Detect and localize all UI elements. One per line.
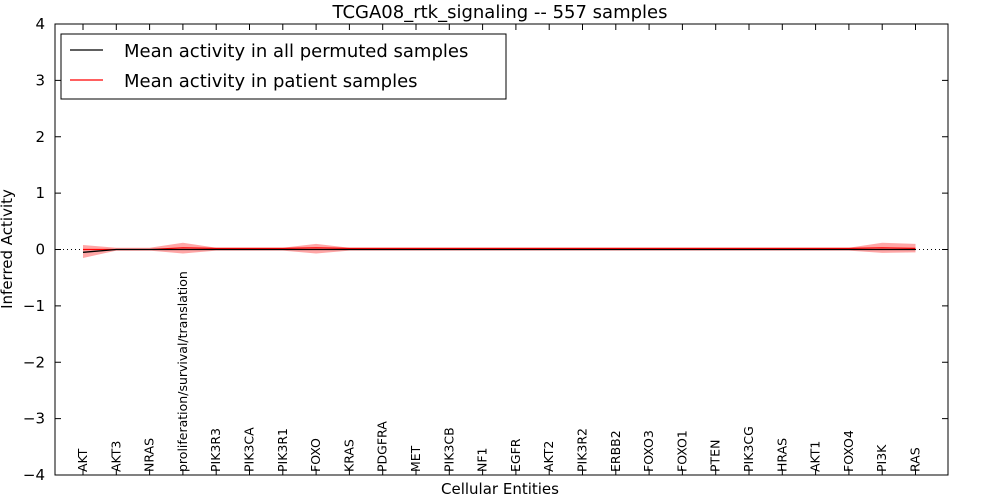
y-tick-label: −4 — [23, 466, 45, 484]
x-axis: AKT AKT3 NRAS proliferation/survival/transl… — [75, 24, 923, 475]
x-category-label: PIK3CA — [242, 427, 257, 472]
x-category-label: PIK3R3 — [208, 428, 223, 472]
legend-label-permuted: Mean activity in all permuted samples — [124, 41, 468, 62]
chart-title: TCGA08_rtk_signaling -- 557 samples — [332, 2, 668, 23]
y-tick-label: −1 — [23, 297, 45, 315]
series-line-permuted — [82, 248, 916, 253]
x-category-label: MET — [408, 445, 423, 472]
y-tick-label: 0 — [35, 241, 45, 259]
x-category-label: FOXO4 — [841, 430, 856, 472]
x-category-label: NRAS — [142, 438, 157, 472]
x-category-label: PDGFRA — [375, 421, 390, 472]
legend-box — [60, 33, 507, 100]
x-category-label: PIK3CG — [741, 426, 756, 472]
x-axis-label: Cellular Entities — [441, 480, 559, 498]
x-category-label: FOXO1 — [674, 430, 689, 472]
x-category-label: NF1 — [475, 448, 490, 473]
x-category-label: PTEN — [708, 440, 723, 472]
x-category-label: PIK3R2 — [575, 428, 590, 472]
y-tick-label: 1 — [35, 184, 45, 202]
x-category-label: FOXO — [308, 438, 323, 472]
y-axis-label: Inferred Activity — [0, 189, 16, 309]
x-category-label: proliferation/survival/translation — [175, 271, 190, 472]
legend-label-patient: Mean activity in patient samples — [124, 71, 418, 92]
x-category-label: AKT2 — [541, 441, 556, 472]
y-tick-label: −3 — [23, 410, 45, 428]
y-tick-label: −2 — [23, 353, 45, 371]
x-category-label: KRAS — [341, 439, 356, 472]
x-category-label: FOXO3 — [641, 430, 656, 472]
plot-area — [55, 242, 948, 258]
legend: Mean activity in all permuted samples Me… — [60, 33, 507, 100]
x-category-label: HRAS — [774, 438, 789, 472]
x-category-label: RAS — [908, 447, 923, 472]
x-category-label: AKT1 — [808, 441, 823, 472]
x-category-label: PI3K — [874, 444, 889, 472]
y-axis: 4 3 2 1 0 −1 −2 −3 −4 — [23, 15, 948, 484]
x-category-label: AKT3 — [108, 441, 123, 472]
series-line-patient — [83, 247, 916, 251]
x-category-label: ERBB2 — [608, 430, 623, 472]
y-tick-label: 3 — [35, 71, 45, 89]
patient-confidence-band — [83, 242, 916, 258]
x-category-label: AKT — [75, 448, 90, 472]
y-tick-label: 2 — [35, 128, 45, 146]
x-category-label: EGFR — [508, 438, 523, 472]
x-category-label: PIK3CB — [441, 427, 456, 472]
x-category-label: PIK3R1 — [275, 428, 290, 472]
y-tick-label: 4 — [35, 15, 45, 33]
